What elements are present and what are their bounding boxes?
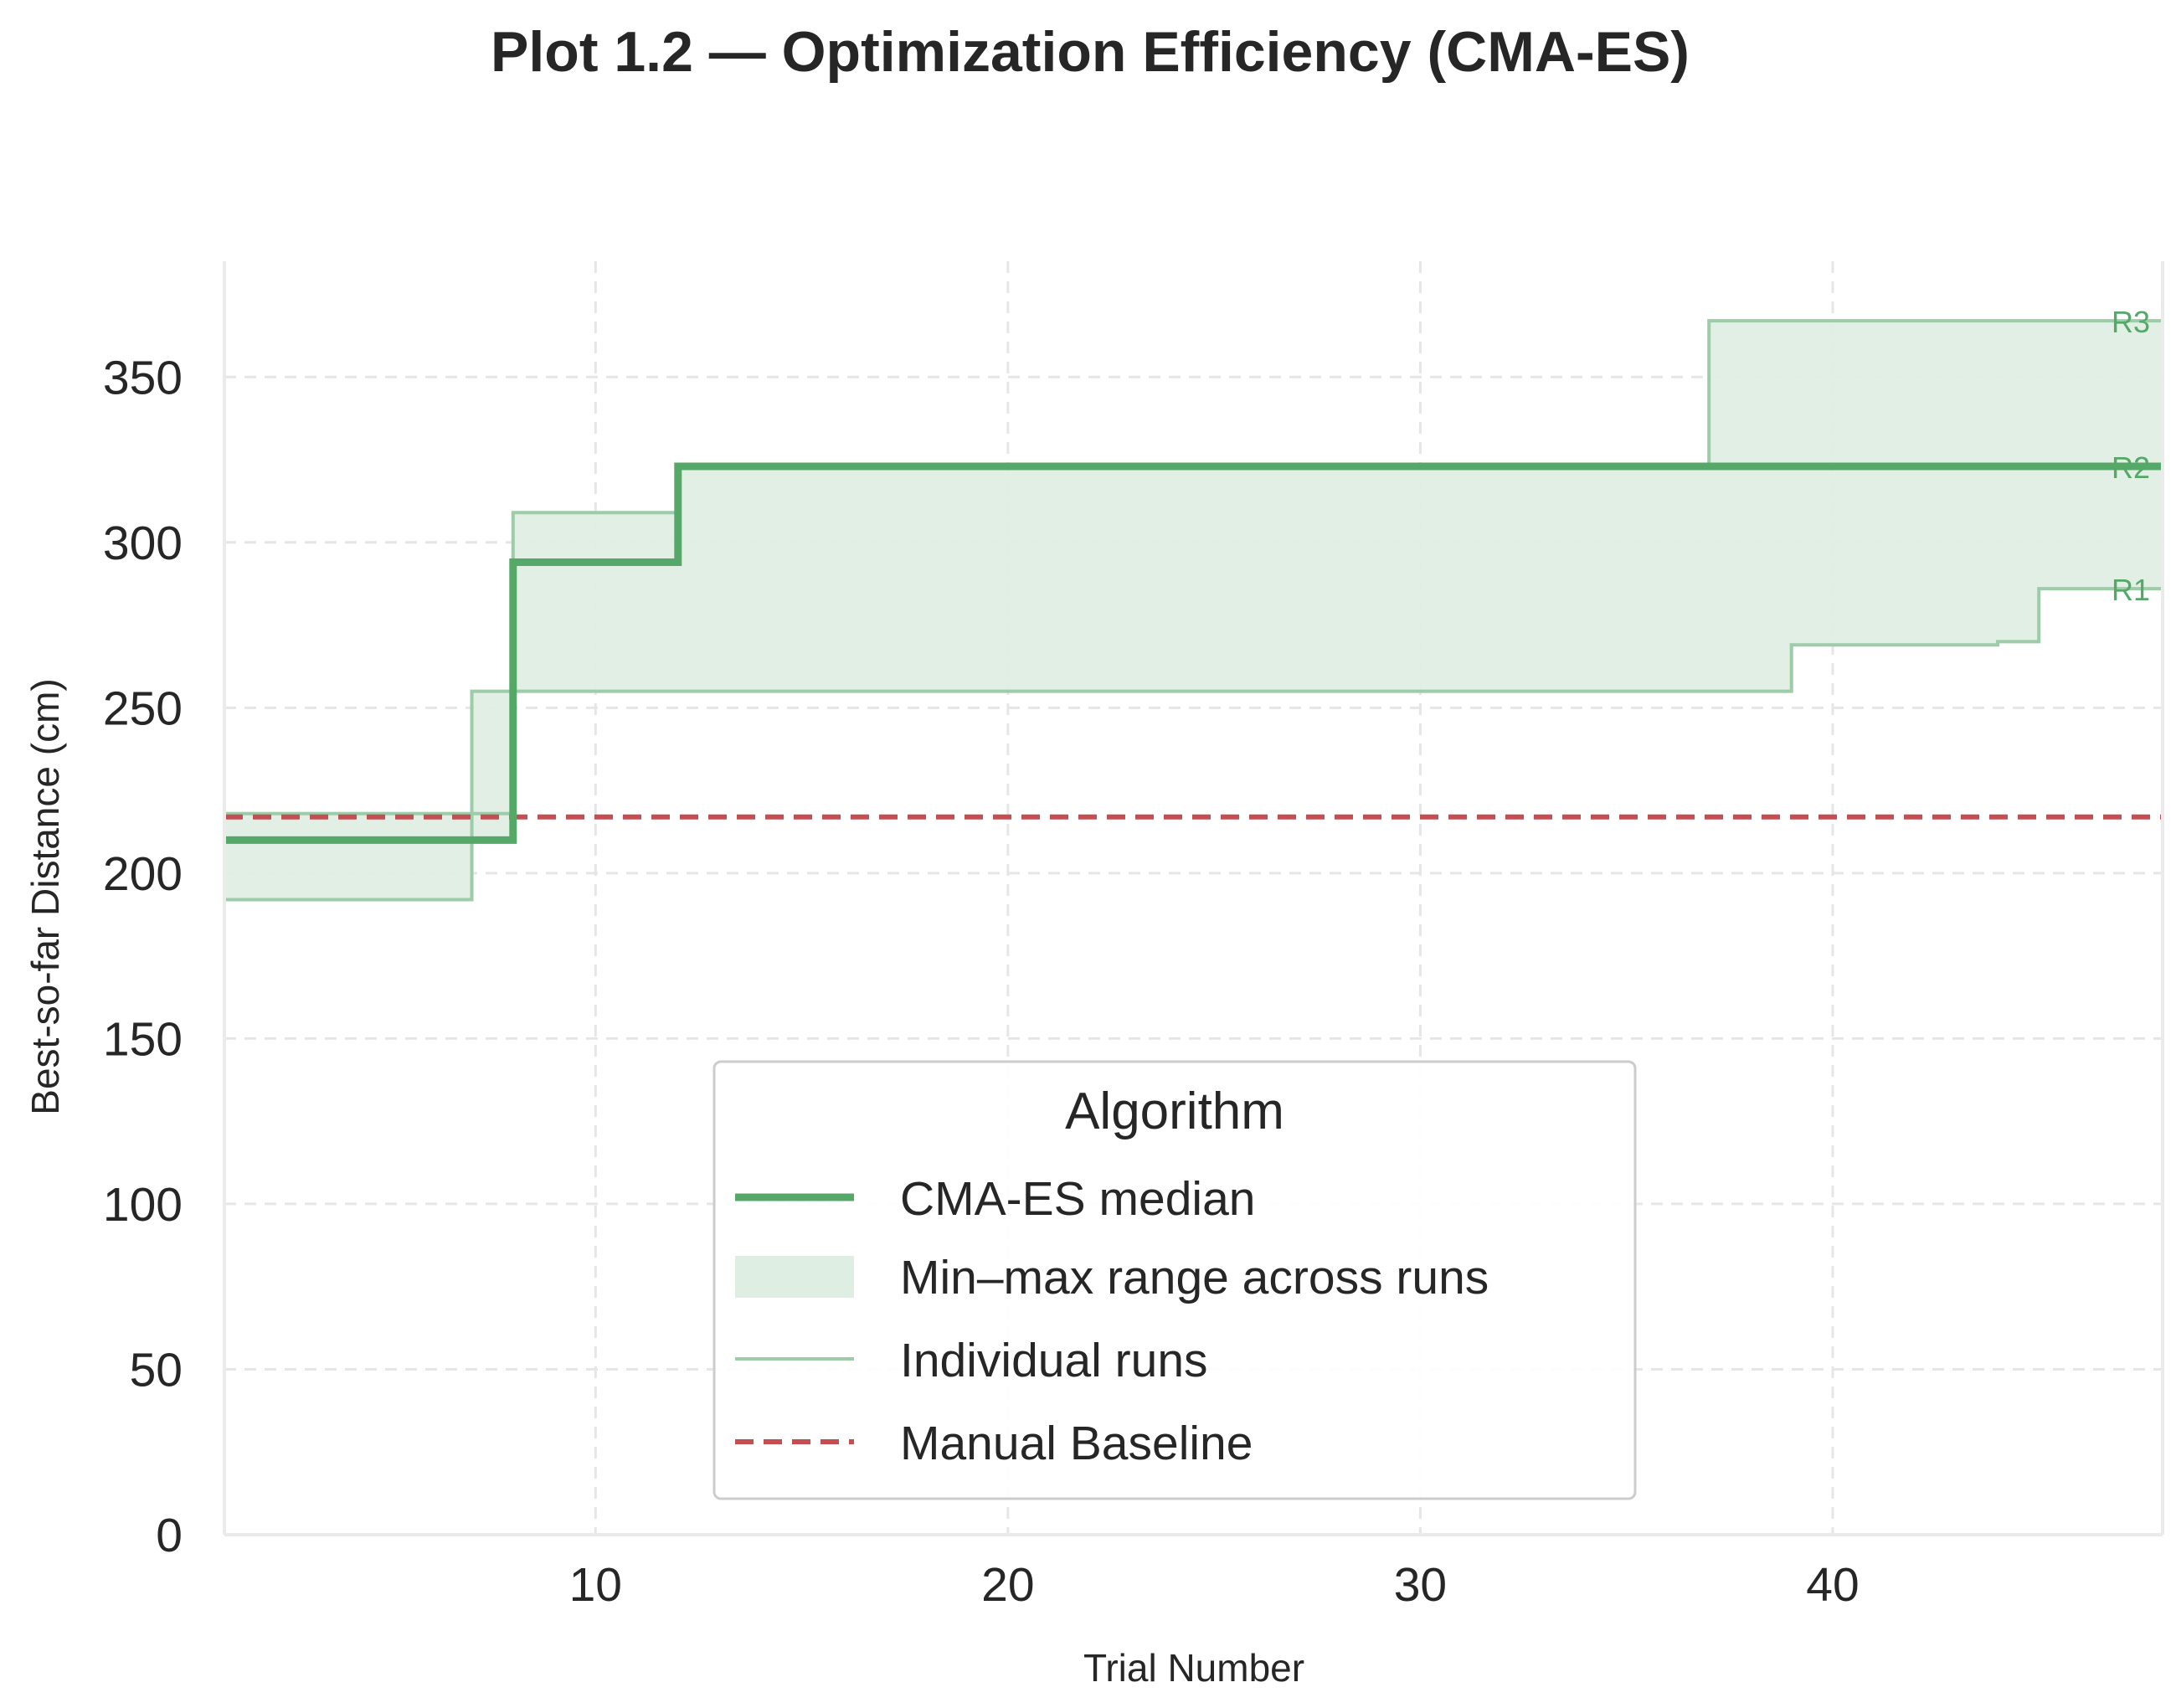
range-band-area	[224, 321, 2163, 900]
chart-title: Plot 1.2 — Optimization Efficiency (CMA-…	[491, 20, 1690, 84]
legend-box	[712, 1060, 1637, 1500]
run-label-r3: R3	[2112, 305, 2150, 339]
median	[224, 462, 2163, 844]
run-line-r1	[224, 587, 2163, 902]
legend-label-baseline: Manual Baseline	[900, 1417, 1253, 1470]
y-tick-label-350: 350	[103, 351, 183, 404]
tick-labels: 0 50 100 150 200 250 300 350 10 20 30 40	[103, 351, 1860, 1612]
run-label-r1: R1	[2112, 573, 2150, 607]
run-label-r2: R2	[2112, 450, 2150, 485]
y-tick-label-150: 150	[103, 1012, 183, 1066]
legend-label-runs: Individual runs	[900, 1334, 1208, 1387]
axes-frame	[223, 261, 2164, 1536]
y-axis-label: Best-so-far Distance (cm)	[23, 678, 67, 1114]
y-tick-label-100: 100	[103, 1178, 183, 1232]
y-tick-label-250: 250	[103, 682, 183, 735]
legend-label-range: Min–max range across runs	[900, 1251, 1489, 1304]
median-line	[224, 462, 2163, 844]
y-tick-label-200: 200	[103, 847, 183, 901]
legend-label-median: CMA-ES median	[900, 1172, 1255, 1226]
legend-title: Algorithm	[1065, 1083, 1284, 1140]
y-tick-label-300: 300	[103, 517, 183, 570]
legend-swatch-range	[735, 1256, 854, 1298]
legend: Algorithm CMA-ES median Min–max range ac…	[712, 1060, 1637, 1500]
x-tick-label-20: 20	[981, 1558, 1034, 1612]
y-tick-label-0: 0	[156, 1509, 183, 1562]
x-axis-label: Trial Number	[1083, 1646, 1304, 1690]
range-band	[224, 321, 2163, 900]
run-labels: R1 R2 R3	[2112, 305, 2150, 607]
y-tick-label-50: 50	[130, 1343, 183, 1397]
x-tick-label-40: 40	[1806, 1558, 1859, 1612]
x-tick-label-30: 30	[1394, 1558, 1447, 1612]
x-tick-label-10: 10	[569, 1558, 622, 1612]
